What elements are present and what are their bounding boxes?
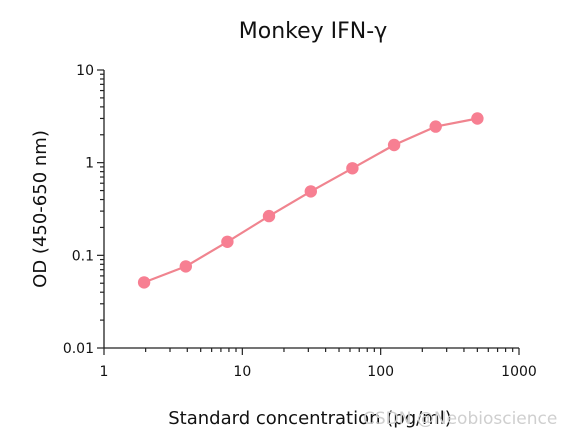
series-line-0 — [143, 117, 478, 284]
data-point-7 — [429, 120, 442, 133]
data-point-3 — [262, 209, 276, 223]
x-axis-ticks: 1 10 100 1000 — [100, 348, 537, 380]
watermark: CSDN @Neobioscience — [363, 409, 557, 429]
x-axis-label: Standard concentration (pg/ml) — [168, 408, 452, 429]
series-layer — [137, 112, 484, 289]
data-point-6 — [387, 138, 401, 152]
data-point-1 — [179, 260, 192, 273]
data-point-0 — [137, 276, 151, 289]
chart-title: Monkey IFN-γ — [239, 19, 387, 44]
x-tick-label-3: 1000 — [501, 364, 537, 380]
x-tick-label-2: 100 — [367, 364, 394, 380]
x-tick-label-0: 1 — [100, 364, 109, 380]
data-point-2 — [221, 235, 234, 248]
data-point-5 — [346, 162, 359, 175]
y-tick-label-2: 1 — [85, 156, 94, 172]
data-point-8 — [471, 112, 484, 125]
y-tick-label-3: 10 — [76, 63, 94, 79]
y-tick-label-0: 0.01 — [63, 341, 94, 357]
y-axis-ticks: 0.01 0.1 1 10 — [63, 63, 104, 357]
x-tick-label-1: 10 — [233, 364, 251, 380]
data-point-4 — [304, 185, 317, 198]
y-axis-label: OD (450-650 nm) — [30, 130, 51, 288]
y-tick-label-1: 0.1 — [72, 248, 94, 264]
